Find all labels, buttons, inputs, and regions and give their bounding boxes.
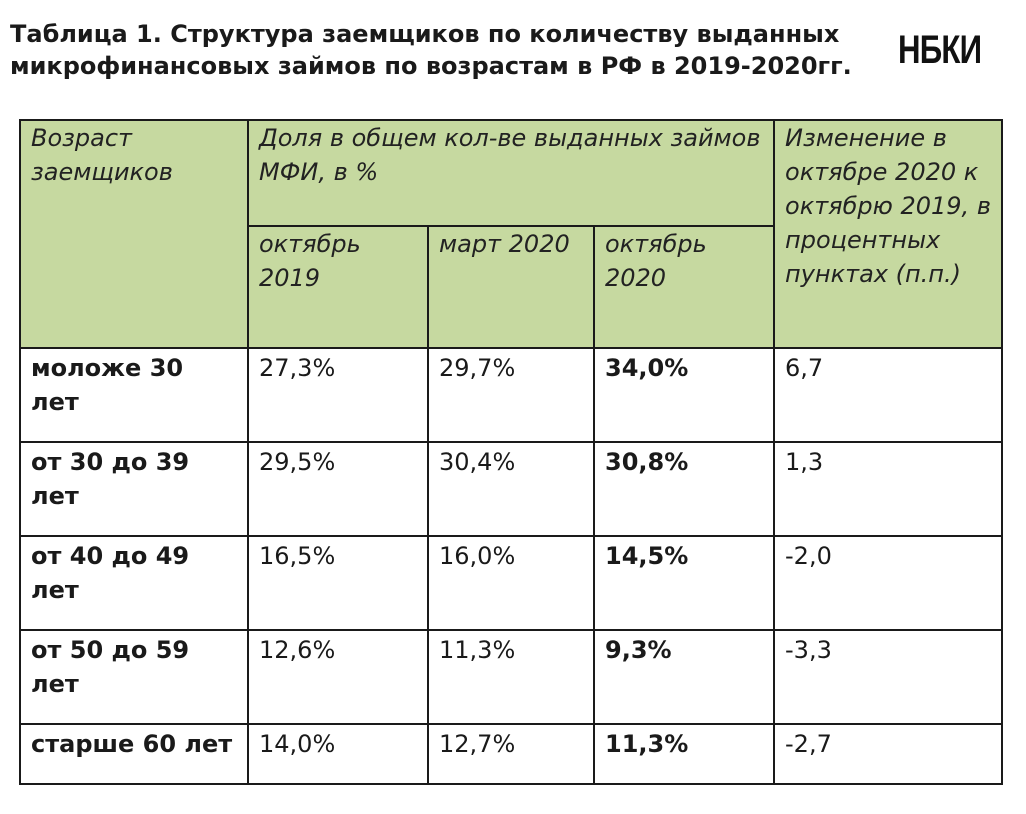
header-row-2: октябрь 2019 март 2020 октябрь 2020 xyxy=(20,225,1002,349)
change-cell: -3,3 xyxy=(773,629,1004,725)
age-cell: моложе 30 лет xyxy=(19,347,249,443)
period-header-mar-2020: март 2020 xyxy=(427,225,595,349)
table-row: старше 60 лет 14,0% 12,7% 11,3% -2,7 xyxy=(19,723,1004,785)
change-cell: -2,7 xyxy=(773,723,1004,785)
change-cell: 1,3 xyxy=(773,441,1004,537)
age-cell: от 30 до 39 лет xyxy=(19,441,249,537)
oct-2019-cell: 27,3% xyxy=(247,347,429,443)
oct-2020-cell: 9,3% xyxy=(592,629,776,725)
change-cell: -2,0 xyxy=(773,535,1004,631)
oct-2020-cell: 14,5% xyxy=(592,535,776,631)
period-header-oct-2019: октябрь 2019 xyxy=(247,225,429,349)
age-column-header: Возраст заемщиков xyxy=(19,119,249,349)
period-header-oct-2020: октябрь 2020 xyxy=(592,225,776,349)
oct-2020-cell: 11,3% xyxy=(592,723,776,785)
oct-2019-cell: 14,0% xyxy=(247,723,429,785)
title-line-2: микрофинансовых займов по возрастам в РФ… xyxy=(10,52,852,80)
mar-2020-cell: 12,7% xyxy=(427,723,595,785)
borrowers-age-table: Возраст заемщиков Доля в общем кол-ве вы… xyxy=(19,119,1004,785)
oct-2020-cell: 34,0% xyxy=(592,347,776,443)
header-row-1: Возраст заемщиков Доля в общем кол-ве вы… xyxy=(19,119,1004,349)
age-cell: старше 60 лет xyxy=(19,723,249,785)
table-title: Таблица 1. Структура заемщиков по количе… xyxy=(10,18,890,82)
table-row: моложе 30 лет 27,3% 29,7% 34,0% 6,7 xyxy=(19,347,1004,443)
mar-2020-cell: 30,4% xyxy=(427,441,595,537)
oct-2020-cell: 30,8% xyxy=(592,441,776,537)
table-row: от 40 до 49 лет 16,5% 16,0% 14,5% -2,0 xyxy=(19,535,1004,631)
nbki-logo: НБКИ xyxy=(898,28,982,72)
age-cell: от 50 до 59 лет xyxy=(19,629,249,725)
oct-2019-cell: 12,6% xyxy=(247,629,429,725)
title-line-1: Таблица 1. Структура заемщиков по количе… xyxy=(10,20,840,48)
mar-2020-cell: 16,0% xyxy=(427,535,595,631)
table-row: от 50 до 59 лет 12,6% 11,3% 9,3% -3,3 xyxy=(19,629,1004,725)
table-row: от 30 до 39 лет 29,5% 30,4% 30,8% 1,3 xyxy=(19,441,1004,537)
change-column-header: Изменение в октябре 2020 к октябрю 2019,… xyxy=(773,119,1004,349)
mar-2020-cell: 29,7% xyxy=(427,347,595,443)
change-cell: 6,7 xyxy=(773,347,1004,443)
mar-2020-cell: 11,3% xyxy=(427,629,595,725)
age-cell: от 40 до 49 лет xyxy=(19,535,249,631)
share-column-header: Доля в общем кол-ве выданных займов МФИ,… xyxy=(246,119,776,227)
oct-2019-cell: 29,5% xyxy=(247,441,429,537)
oct-2019-cell: 16,5% xyxy=(247,535,429,631)
